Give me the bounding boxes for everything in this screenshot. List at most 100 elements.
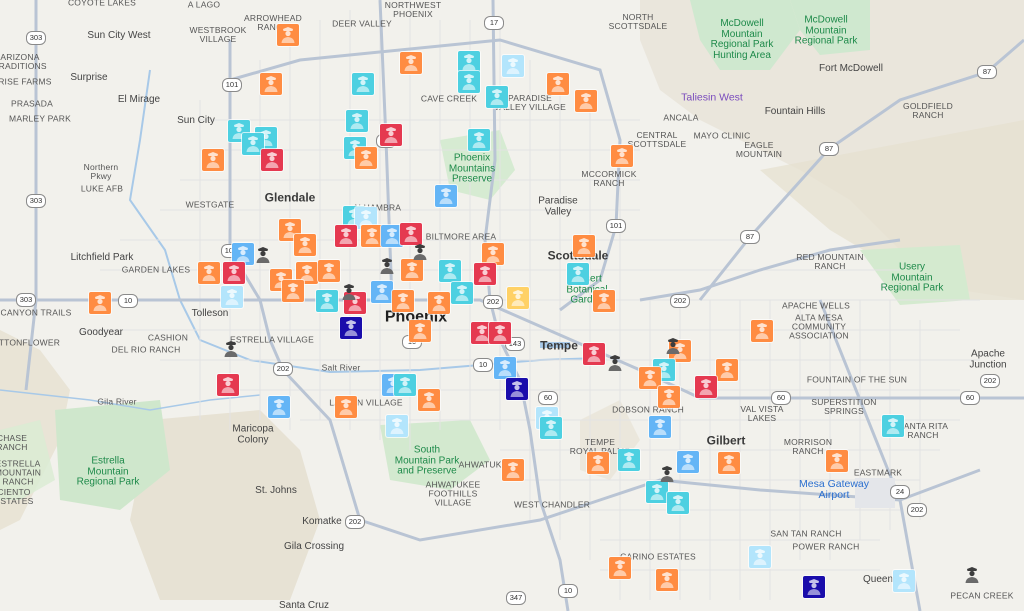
police-marker-icon[interactable] <box>394 374 416 396</box>
police-marker-icon[interactable] <box>718 452 740 474</box>
police-marker-icon[interactable] <box>593 290 615 312</box>
police-marker-icon[interactable] <box>381 225 403 247</box>
police-marker-icon[interactable] <box>458 71 480 93</box>
police-marker-icon[interactable] <box>428 292 450 314</box>
police-marker-icon[interactable] <box>242 133 264 155</box>
police-officer-icon[interactable] <box>220 338 242 360</box>
police-marker-icon[interactable] <box>468 129 490 151</box>
police-officer-icon[interactable] <box>338 281 360 303</box>
police-officer-icon[interactable] <box>252 244 274 266</box>
police-officer-icon[interactable] <box>409 241 431 263</box>
map-label: AHWATUKEE <box>458 459 514 470</box>
map-label: MARLEY PARK <box>9 113 71 124</box>
map-label: Fort McDowell <box>819 62 883 74</box>
police-officer-icon[interactable] <box>662 335 684 357</box>
police-marker-icon[interactable] <box>418 389 440 411</box>
police-marker-icon[interactable] <box>261 149 283 171</box>
map-label: CARINO ESTATES <box>620 551 696 562</box>
police-marker-icon[interactable] <box>352 73 374 95</box>
police-marker-icon[interactable] <box>826 450 848 472</box>
police-marker-icon[interactable] <box>268 396 290 418</box>
police-marker-icon[interactable] <box>695 376 717 398</box>
police-marker-icon[interactable] <box>506 378 528 400</box>
police-marker-icon[interactable] <box>409 320 431 342</box>
police-marker-icon[interactable] <box>335 396 357 418</box>
police-officer-icon[interactable] <box>961 564 983 586</box>
police-marker-icon[interactable] <box>451 282 473 304</box>
police-marker-icon[interactable] <box>335 225 357 247</box>
police-marker-icon[interactable] <box>471 322 493 344</box>
police-marker-icon[interactable] <box>282 280 304 302</box>
police-marker-icon[interactable] <box>392 290 414 312</box>
map-label: Tolleson <box>191 307 229 319</box>
police-marker-icon[interactable] <box>547 73 569 95</box>
police-marker-icon[interactable] <box>400 52 422 74</box>
police-marker-icon[interactable] <box>882 415 904 437</box>
police-marker-icon[interactable] <box>401 259 423 281</box>
police-marker-icon[interactable] <box>202 149 224 171</box>
police-marker-icon[interactable] <box>386 415 408 437</box>
police-marker-icon[interactable] <box>458 51 480 73</box>
police-marker-icon[interactable] <box>646 481 668 503</box>
police-marker-icon[interactable] <box>667 492 689 514</box>
highway-shield: 17 <box>484 16 504 30</box>
police-marker-icon[interactable] <box>656 569 678 591</box>
police-marker-icon[interactable] <box>223 262 245 284</box>
police-marker-icon[interactable] <box>575 90 597 112</box>
police-marker-icon[interactable] <box>380 124 402 146</box>
police-marker-icon[interactable] <box>316 290 338 312</box>
police-marker-icon[interactable] <box>340 317 362 339</box>
police-marker-icon[interactable] <box>489 322 511 344</box>
police-marker-icon[interactable] <box>355 147 377 169</box>
police-marker-icon[interactable] <box>474 263 496 285</box>
police-marker-icon[interactable] <box>260 73 282 95</box>
police-marker-icon[interactable] <box>486 86 508 108</box>
police-marker-icon[interactable] <box>677 451 699 473</box>
police-marker-icon[interactable] <box>716 359 738 381</box>
police-marker-icon[interactable] <box>649 416 671 438</box>
police-marker-icon[interactable] <box>893 570 915 592</box>
police-marker-icon[interactable] <box>221 286 243 308</box>
police-marker-icon[interactable] <box>198 262 220 284</box>
police-marker-icon[interactable] <box>502 55 524 77</box>
police-marker-icon[interactable] <box>618 449 640 471</box>
police-marker-icon[interactable] <box>355 207 377 229</box>
police-marker-icon[interactable] <box>371 281 393 303</box>
highway-shield: 202 <box>273 362 293 376</box>
police-marker-icon[interactable] <box>573 235 595 257</box>
police-marker-icon[interactable] <box>361 225 383 247</box>
police-marker-icon[interactable] <box>803 576 825 598</box>
police-marker-icon[interactable] <box>439 260 461 282</box>
police-marker-icon[interactable] <box>609 557 631 579</box>
police-marker-icon[interactable] <box>232 243 254 265</box>
map-label: ARROWHEAD RANCH <box>244 13 302 32</box>
police-marker-icon[interactable] <box>751 320 773 342</box>
police-marker-icon[interactable] <box>540 417 562 439</box>
police-marker-icon[interactable] <box>583 343 605 365</box>
police-officer-icon[interactable] <box>604 352 626 374</box>
police-marker-icon[interactable] <box>346 110 368 132</box>
police-marker-icon[interactable] <box>502 459 524 481</box>
police-marker-icon[interactable] <box>567 263 589 285</box>
police-marker-icon[interactable] <box>587 452 609 474</box>
highway-shield: 303 <box>26 194 46 208</box>
highway-shield: 60 <box>960 391 980 405</box>
police-marker-icon[interactable] <box>639 367 661 389</box>
police-marker-icon[interactable] <box>482 243 504 265</box>
police-marker-icon[interactable] <box>611 145 633 167</box>
police-marker-icon[interactable] <box>89 292 111 314</box>
police-marker-icon[interactable] <box>400 223 422 245</box>
police-marker-icon[interactable] <box>507 287 529 309</box>
police-marker-icon[interactable] <box>749 546 771 568</box>
police-marker-icon[interactable] <box>658 386 680 408</box>
police-officer-icon[interactable] <box>656 463 678 485</box>
police-marker-icon[interactable] <box>217 374 239 396</box>
police-marker-icon[interactable] <box>318 260 340 282</box>
police-marker-icon[interactable] <box>294 234 316 256</box>
police-marker-icon[interactable] <box>277 24 299 46</box>
police-marker-icon[interactable] <box>435 185 457 207</box>
police-marker-icon[interactable] <box>494 357 516 379</box>
police-marker-icon[interactable] <box>296 262 318 284</box>
police-officer-icon[interactable] <box>376 255 398 277</box>
